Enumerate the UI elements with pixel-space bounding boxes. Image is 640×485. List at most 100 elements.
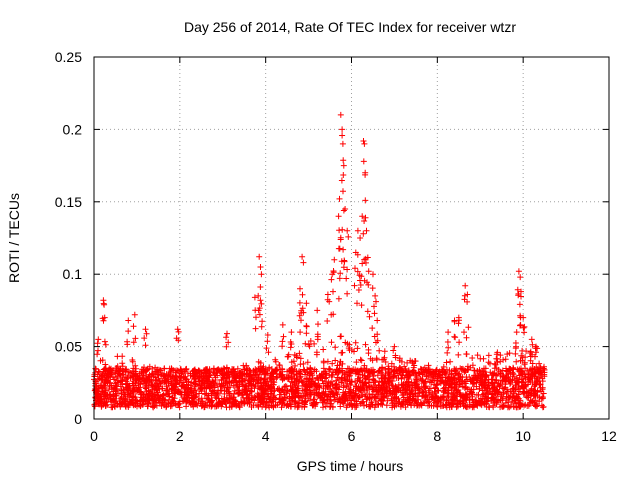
data-point xyxy=(322,368,329,375)
x-tick-label: 2 xyxy=(176,428,184,444)
data-point xyxy=(528,336,535,343)
data-point xyxy=(268,385,274,392)
data-point xyxy=(116,371,123,377)
data-point xyxy=(514,286,521,293)
data-point xyxy=(215,366,222,373)
data-point xyxy=(534,366,541,373)
data-point xyxy=(345,385,352,391)
data-point xyxy=(96,375,103,382)
data-point xyxy=(514,379,521,386)
data-point xyxy=(511,390,518,397)
data-point xyxy=(337,270,344,277)
data-point xyxy=(110,399,117,406)
data-point xyxy=(462,282,469,289)
data-point xyxy=(344,402,351,409)
data-point xyxy=(468,390,475,396)
data-point xyxy=(503,374,510,381)
data-point xyxy=(174,326,181,333)
data-point xyxy=(464,291,471,298)
data-point xyxy=(444,390,451,397)
data-point xyxy=(288,329,295,336)
data-point xyxy=(340,246,347,253)
data-point xyxy=(345,345,352,352)
data-point xyxy=(108,382,115,389)
data-point xyxy=(518,376,525,383)
data-point xyxy=(150,402,157,408)
data-point xyxy=(173,381,180,388)
data-point xyxy=(300,259,307,266)
data-point xyxy=(130,339,137,346)
y-tick-label: 0.05 xyxy=(55,339,82,355)
data-point xyxy=(239,392,246,399)
data-point xyxy=(451,318,458,325)
data-point xyxy=(274,386,281,392)
data-point xyxy=(101,338,108,345)
data-point xyxy=(435,370,442,377)
data-point xyxy=(284,401,291,408)
data-point xyxy=(410,360,416,367)
x-tick-label: 12 xyxy=(601,428,617,444)
data-point xyxy=(329,360,336,367)
data-point xyxy=(340,188,346,195)
data-point xyxy=(430,373,437,380)
data-point xyxy=(269,375,276,382)
data-point xyxy=(348,347,355,353)
data-point xyxy=(471,404,477,411)
data-point xyxy=(531,390,538,397)
data-point xyxy=(441,384,448,391)
data-point xyxy=(250,402,257,409)
data-point xyxy=(494,390,501,396)
data-point xyxy=(264,338,271,345)
data-point xyxy=(497,393,504,400)
data-point xyxy=(93,400,100,406)
data-point xyxy=(359,213,366,220)
data-point xyxy=(148,371,155,378)
data-point xyxy=(337,333,344,340)
data-point xyxy=(426,396,433,403)
data-point xyxy=(369,285,376,292)
data-point xyxy=(346,341,353,348)
data-point xyxy=(388,381,395,388)
data-point xyxy=(181,384,188,390)
data-point xyxy=(478,378,485,385)
data-point xyxy=(385,363,392,370)
data-point xyxy=(297,373,304,380)
data-point xyxy=(363,375,369,382)
data-point xyxy=(142,384,148,391)
data-point xyxy=(209,402,215,409)
x-axis-label: GPS time / hours xyxy=(297,458,404,474)
data-point xyxy=(299,305,306,312)
data-point xyxy=(509,398,516,405)
data-point xyxy=(376,347,383,354)
data-point xyxy=(263,381,270,388)
data-point xyxy=(221,390,228,397)
data-point xyxy=(393,385,399,392)
data-point xyxy=(361,218,368,224)
data-point xyxy=(197,386,204,393)
data-point xyxy=(160,373,167,380)
data-point xyxy=(161,365,168,372)
data-point xyxy=(336,245,343,252)
data-point xyxy=(223,343,230,350)
data-point xyxy=(187,382,194,389)
data-point xyxy=(374,317,381,324)
data-point xyxy=(483,397,490,404)
data-point xyxy=(328,378,335,385)
data-point xyxy=(335,213,342,220)
data-point xyxy=(117,365,124,372)
data-point xyxy=(294,385,301,392)
data-point xyxy=(338,177,345,184)
data-point xyxy=(182,385,189,392)
data-point xyxy=(257,284,264,290)
data-point xyxy=(235,387,242,393)
data-point xyxy=(519,368,525,375)
data-point xyxy=(390,347,397,354)
data-point xyxy=(326,298,333,305)
data-point xyxy=(312,403,319,410)
data-point xyxy=(353,404,360,410)
data-point xyxy=(287,344,294,351)
data-point xyxy=(279,371,286,378)
data-point xyxy=(408,400,415,407)
data-point xyxy=(326,372,333,379)
data-point xyxy=(303,330,310,337)
